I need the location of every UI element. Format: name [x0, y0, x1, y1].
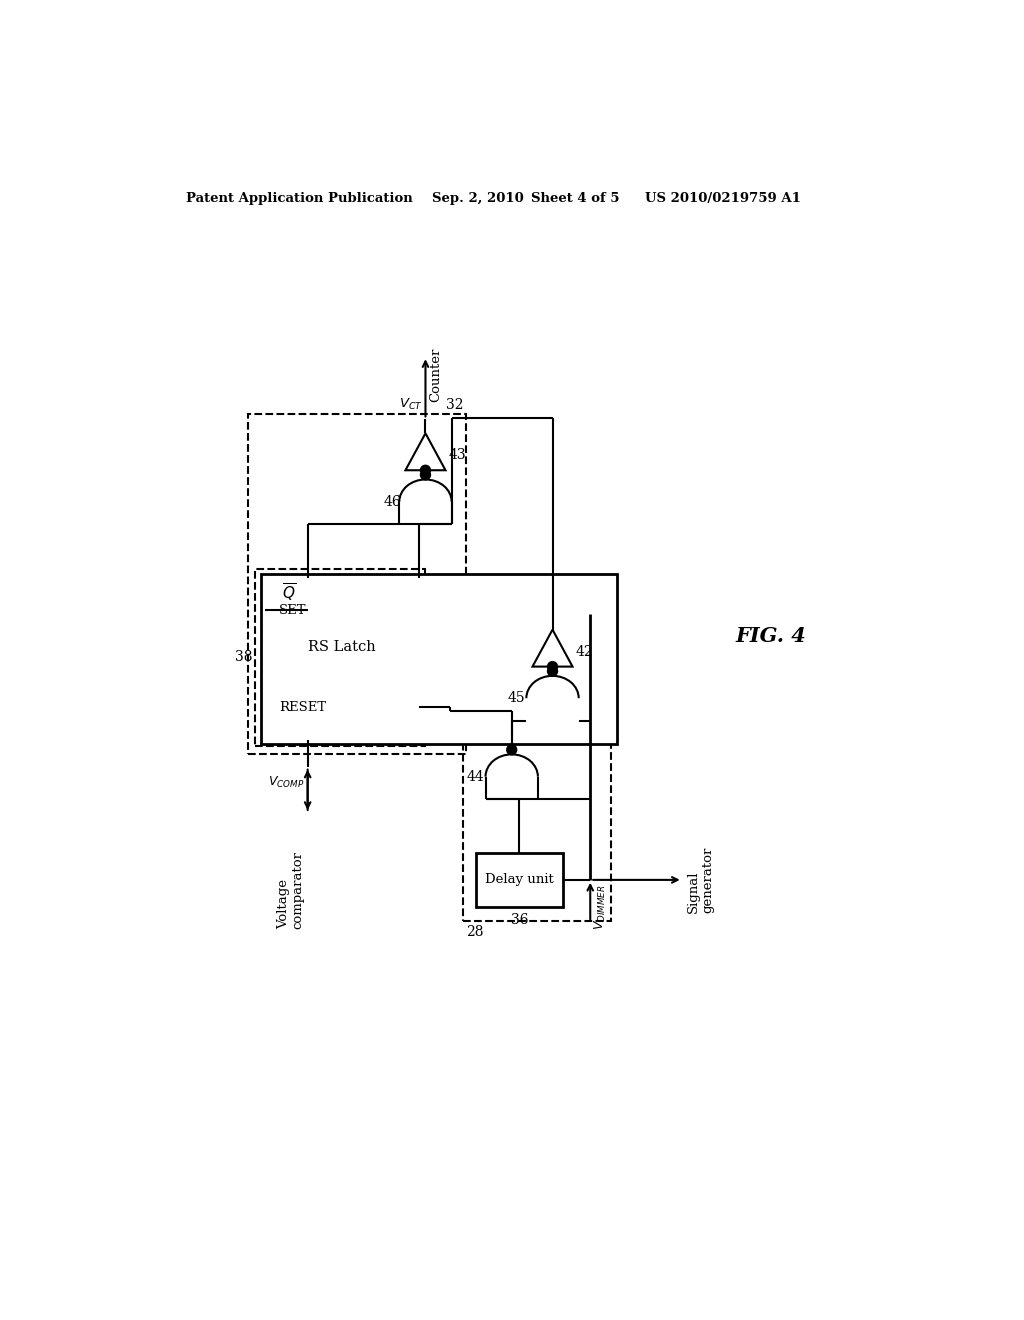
Circle shape [507, 744, 516, 755]
Text: 32: 32 [445, 397, 463, 412]
Text: 46: 46 [383, 495, 400, 508]
Text: Sep. 2, 2010: Sep. 2, 2010 [432, 191, 524, 205]
Text: Signal
generator: Signal generator [686, 846, 715, 913]
Text: Patent Application Publication: Patent Application Publication [186, 191, 413, 205]
Text: Voltage
comparator: Voltage comparator [276, 851, 305, 929]
Text: Delay unit: Delay unit [485, 874, 554, 887]
Bar [255, 569, 425, 746]
Circle shape [548, 667, 557, 676]
Text: Sheet 4 of 5: Sheet 4 of 5 [531, 191, 620, 205]
Text: $V_{DIMMER}$: $V_{DIMMER}$ [593, 884, 607, 929]
Text: US 2010/0219759 A1: US 2010/0219759 A1 [645, 191, 801, 205]
Text: 45: 45 [508, 692, 525, 705]
Circle shape [548, 663, 557, 672]
Text: Counter: Counter [429, 348, 442, 403]
Bar [265, 578, 419, 739]
Text: RS Latch: RS Latch [308, 640, 376, 655]
Text: 36: 36 [511, 913, 528, 927]
Text: RESET: RESET [280, 701, 327, 714]
Bar [261, 574, 617, 743]
Text: FIG. 4: FIG. 4 [735, 626, 806, 645]
Text: 38: 38 [234, 651, 252, 664]
Bar [463, 610, 611, 921]
Text: 43: 43 [449, 449, 466, 462]
Text: 42: 42 [575, 644, 593, 659]
Text: 28: 28 [466, 925, 483, 940]
Circle shape [421, 470, 430, 479]
Text: 44: 44 [467, 770, 484, 784]
Text: $V_{COMP}$: $V_{COMP}$ [268, 775, 304, 789]
Bar [248, 414, 466, 754]
Text: $\overline{Q}$: $\overline{Q}$ [283, 582, 296, 605]
Text: SET: SET [280, 603, 306, 616]
Bar [475, 853, 563, 907]
Circle shape [421, 466, 430, 475]
Text: $V_{CT}$: $V_{CT}$ [398, 396, 422, 412]
